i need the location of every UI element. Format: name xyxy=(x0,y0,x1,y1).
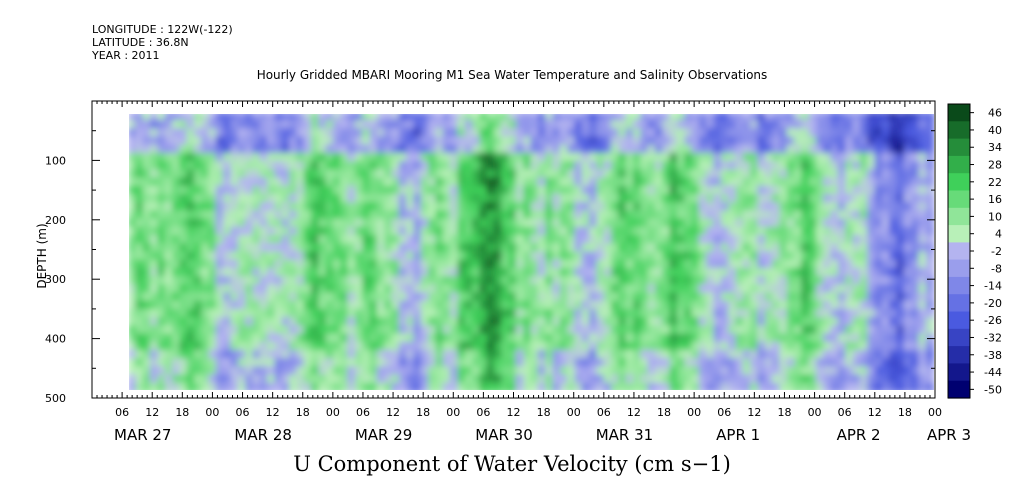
colorbar-swatch xyxy=(948,121,970,140)
colorbar-label: 40 xyxy=(988,124,1002,137)
x-hour-label: 18 xyxy=(777,406,791,419)
colorbar-label: -26 xyxy=(984,314,1002,327)
x-day-label: APR 2 xyxy=(837,426,881,444)
x-day-label: APR 1 xyxy=(716,426,760,444)
colorbar-label: -32 xyxy=(984,331,1002,344)
x-day-label: MAR 27 xyxy=(114,426,171,444)
x-hour-label: 06 xyxy=(236,406,250,419)
x-axis: 06 12 18 00 06 12 18 00 06 12 18 00 06 12 18 00 06 12 18 00… xyxy=(91,101,971,444)
x-hour-label: 12 xyxy=(868,406,882,419)
x-hour-label: 18 xyxy=(175,406,189,419)
colorbar-label: -20 xyxy=(984,297,1002,310)
y-tick-label: 400 xyxy=(45,333,66,346)
x-hour-label: 18 xyxy=(416,406,430,419)
colorbar-swatch xyxy=(948,225,970,243)
x-hour-label: 00 xyxy=(687,406,701,419)
colorbar-swatch xyxy=(948,155,970,174)
year-label: YEAR : 2011 xyxy=(92,49,160,62)
colorbar-label: -14 xyxy=(984,280,1002,293)
x-hour-label: 12 xyxy=(386,406,400,419)
y-axis-label: DEPTH (m) xyxy=(35,223,49,288)
colorbar: 46 40 34 28 22 16 10 4 -2 -8 -14 -20 -26 -32 -38 -44 -50 xyxy=(947,103,1002,399)
variable-title: U Component of Water Velocity (cm s−1) xyxy=(293,452,731,476)
x-hour-label: 00 xyxy=(567,406,581,419)
colorbar-swatch xyxy=(948,207,970,226)
x-hour-label: 06 xyxy=(597,406,611,419)
colorbar-label: -38 xyxy=(984,349,1002,362)
colorbar-label: 10 xyxy=(988,210,1002,223)
colorbar-swatch xyxy=(948,242,970,261)
colorbar-label: -50 xyxy=(984,383,1002,396)
colorbar-label: -44 xyxy=(984,366,1002,379)
latitude-label: LATITUDE : 36.8N xyxy=(92,36,189,49)
colorbar-swatch xyxy=(948,311,970,330)
colorbar-swatch xyxy=(948,173,970,192)
colorbar-label: -2 xyxy=(991,245,1002,258)
colorbar-swatch xyxy=(948,380,970,399)
colorbar-label: 28 xyxy=(988,159,1002,172)
colorbar-swatch xyxy=(948,328,970,347)
x-day-label: APR 3 xyxy=(927,426,971,444)
longitude-label: LONGITUDE : 122W(-122) xyxy=(92,23,233,36)
x-day-label: MAR 31 xyxy=(596,426,653,444)
y-tick-label: 300 xyxy=(45,273,66,286)
x-hour-label: 06 xyxy=(356,406,370,419)
colorbar-swatch xyxy=(948,363,970,382)
x-hour-label: 12 xyxy=(266,406,280,419)
colorbar-label: 4 xyxy=(995,228,1002,241)
heatmap-field xyxy=(129,114,934,390)
y-tick-label: 500 xyxy=(45,392,66,405)
x-hour-label: 06 xyxy=(115,406,129,419)
x-hour-label: 12 xyxy=(627,406,641,419)
colorbar-swatch xyxy=(948,138,970,157)
x-day-label: MAR 28 xyxy=(234,426,291,444)
x-hour-label: 00 xyxy=(326,406,340,419)
colorbar-swatch xyxy=(948,294,970,313)
chart-title: Hourly Gridded MBARI Mooring M1 Sea Wate… xyxy=(256,68,768,82)
x-hour-label: 12 xyxy=(507,406,521,419)
y-tick-label: 200 xyxy=(45,214,66,227)
colorbar-label: 34 xyxy=(988,141,1002,154)
x-hour-label: 00 xyxy=(446,406,460,419)
x-hour-label: 12 xyxy=(747,406,761,419)
x-hour-label: 06 xyxy=(717,406,731,419)
y-tick-label: 100 xyxy=(45,154,66,167)
colorbar-label: 46 xyxy=(988,107,1002,120)
x-hour-label: 18 xyxy=(537,406,551,419)
x-day-label: MAR 29 xyxy=(355,426,412,444)
x-hour-label: 00 xyxy=(808,406,822,419)
colorbar-swatch xyxy=(948,346,970,364)
colorbar-swatch xyxy=(948,104,970,122)
x-hour-label: 00 xyxy=(205,406,219,419)
x-hour-label: 06 xyxy=(476,406,490,419)
colorbar-swatch xyxy=(948,190,970,209)
colorbar-swatch xyxy=(948,259,970,278)
x-hour-label: 18 xyxy=(898,406,912,419)
colorbar-swatch xyxy=(948,276,970,295)
x-hour-label: 06 xyxy=(838,406,852,419)
x-hour-label: 00 xyxy=(928,406,942,419)
colorbar-label: 22 xyxy=(988,176,1002,189)
x-hour-label: 12 xyxy=(145,406,159,419)
x-hour-label: 18 xyxy=(657,406,671,419)
colorbar-label: -8 xyxy=(991,262,1002,275)
x-day-label: MAR 30 xyxy=(475,426,532,444)
colorbar-label: 16 xyxy=(988,193,1002,206)
y-axis: 100 200 300 400 500 xyxy=(45,100,935,405)
x-hour-label: 18 xyxy=(296,406,310,419)
